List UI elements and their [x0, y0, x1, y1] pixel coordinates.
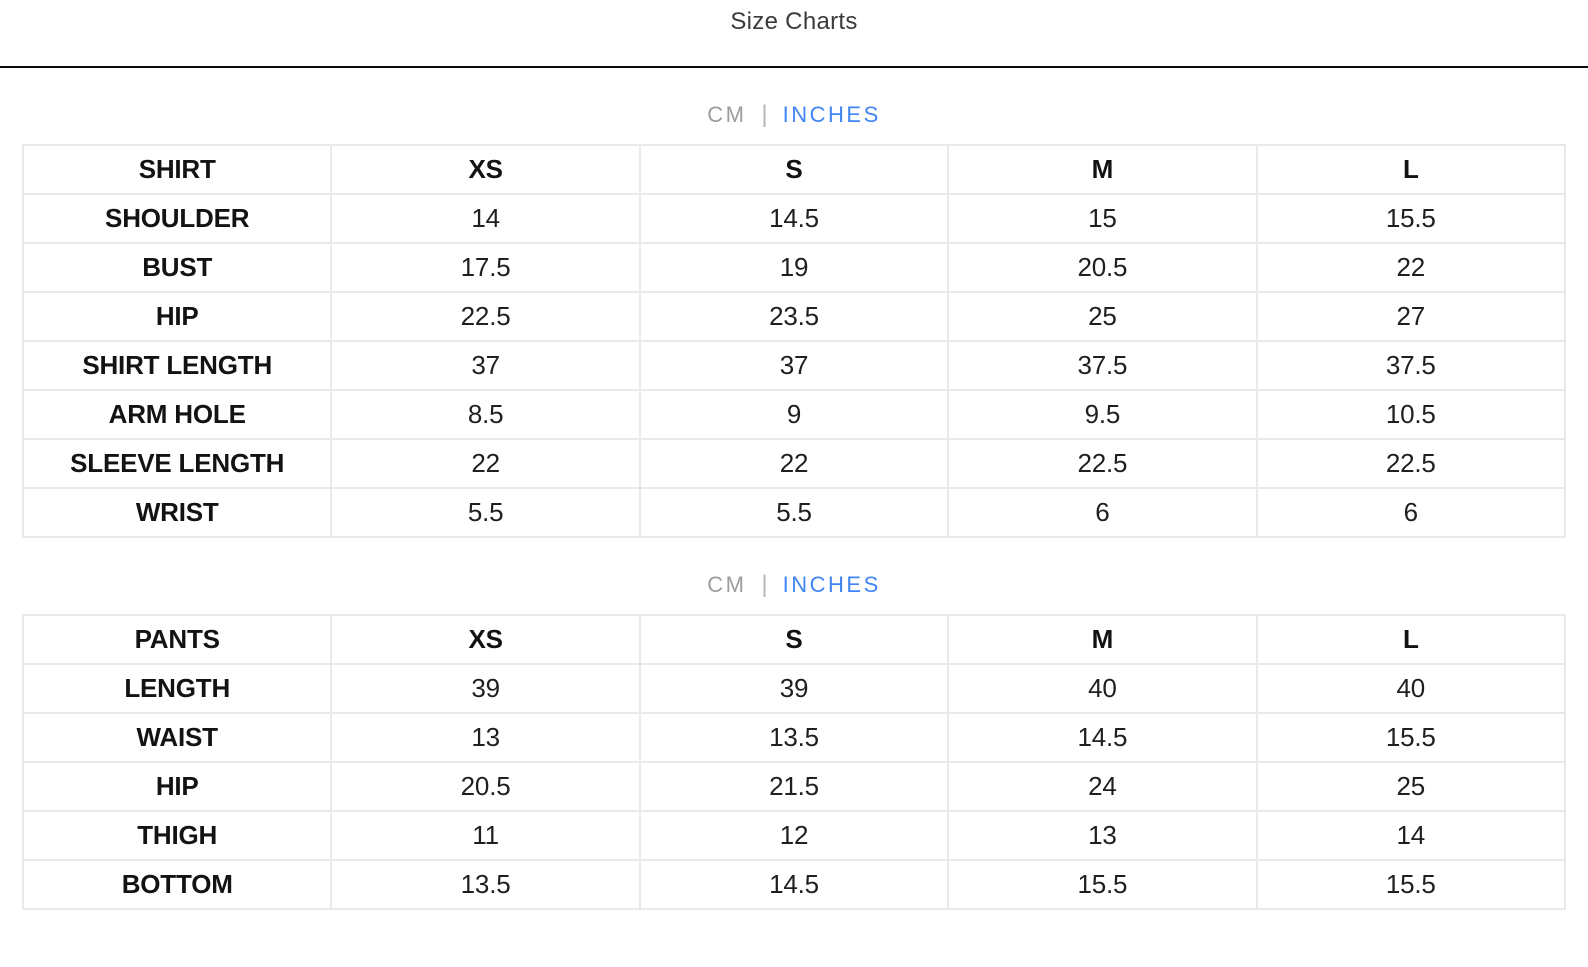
measurement-value: 6	[1255, 487, 1567, 538]
measurement-value: 14	[1255, 810, 1567, 861]
measurement-value: 22	[1255, 242, 1567, 293]
measurement-value: 15.5	[1255, 712, 1567, 763]
measurement-value: 23.5	[638, 291, 950, 342]
measurement-value: 6	[947, 487, 1258, 538]
measurement-label: SHIRT LENGTH	[21, 340, 333, 391]
measurement-value: 39	[638, 663, 950, 714]
measurement-value: 13.5	[330, 859, 641, 910]
measurement-label: SLEEVE LENGTH	[21, 438, 333, 489]
measurement-value: 10.5	[1255, 389, 1567, 440]
measurement-value: 20.5	[947, 242, 1258, 293]
measurement-value: 13	[947, 810, 1258, 861]
measurement-row: ARM HOLE 8.5 9 9.5 10.5	[21, 389, 1567, 440]
measurement-row: HIP 22.5 23.5 25 27	[21, 291, 1567, 342]
measurement-label: BOTTOM	[21, 859, 333, 910]
measurement-value: 12	[638, 810, 950, 861]
unit-option-cm[interactable]: CM	[707, 102, 747, 127]
page-title: Size Charts	[730, 8, 858, 35]
measurement-value: 14	[330, 193, 641, 244]
measurement-row: HIP 20.5 21.5 24 25	[21, 761, 1567, 812]
size-column-header: M	[947, 144, 1258, 195]
measurement-value: 22.5	[330, 291, 641, 342]
size-column-header: M	[947, 614, 1258, 665]
size-charts-content: CM | INCHES SHIRT XS S M L SHOULDER 14 14.5 15 15…	[0, 101, 1588, 910]
shirt-size-table: SHIRT XS S M L SHOULDER 14 14.5 15 15.5 BUST 17.5 19…	[21, 144, 1567, 538]
measurement-value: 14.5	[638, 193, 950, 244]
table-title-cell: PANTS	[21, 614, 333, 665]
measurement-value: 37	[638, 340, 950, 391]
measurement-row: WRIST 5.5 5.5 6 6	[21, 487, 1567, 538]
measurement-value: 37.5	[1255, 340, 1567, 391]
measurement-label: ARM HOLE	[21, 389, 333, 440]
measurement-label: WRIST	[21, 487, 333, 538]
measurement-value: 22.5	[1255, 438, 1567, 489]
measurement-value: 8.5	[330, 389, 641, 440]
measurement-value: 37	[330, 340, 641, 391]
unit-toggle-shirt: CM | INCHES	[0, 101, 1588, 129]
unit-toggle-divider: |	[761, 101, 768, 128]
measurement-value: 9	[638, 389, 950, 440]
measurement-row: SLEEVE LENGTH 22 22 22.5 22.5	[21, 438, 1567, 489]
shirt-size-section: CM | INCHES SHIRT XS S M L SHOULDER 14 14.5 15 15…	[0, 101, 1588, 538]
measurement-value: 20.5	[330, 761, 641, 812]
measurement-value: 11	[330, 810, 641, 861]
measurement-value: 19	[638, 242, 950, 293]
pants-size-section: CM | INCHES PANTS XS S M L LENGTH 39 39 40 40 WAIS…	[0, 571, 1588, 910]
measurement-value: 5.5	[638, 487, 950, 538]
unit-option-cm[interactable]: CM	[707, 572, 747, 597]
measurement-label: SHOULDER	[21, 193, 333, 244]
measurement-value: 37.5	[947, 340, 1258, 391]
measurement-value: 39	[330, 663, 641, 714]
measurement-value: 13.5	[638, 712, 950, 763]
measurement-label: THIGH	[21, 810, 333, 861]
unit-toggle-divider: |	[761, 571, 768, 598]
size-column-header: S	[638, 614, 950, 665]
measurement-label: HIP	[21, 761, 333, 812]
measurement-label: HIP	[21, 291, 333, 342]
measurement-value: 14.5	[638, 859, 950, 910]
measurement-value: 22	[330, 438, 641, 489]
measurement-row: SHIRT LENGTH 37 37 37.5 37.5	[21, 340, 1567, 391]
header-row: SHIRT XS S M L	[21, 144, 1567, 195]
size-column-header: L	[1255, 614, 1567, 665]
measurement-value: 15.5	[1255, 193, 1567, 244]
measurement-row: WAIST 13 13.5 14.5 15.5	[21, 712, 1567, 763]
size-column-header: L	[1255, 144, 1567, 195]
unit-option-inches[interactable]: INCHES	[782, 572, 881, 597]
measurement-value: 17.5	[330, 242, 641, 293]
measurement-label: LENGTH	[21, 663, 333, 714]
measurement-value: 27	[1255, 291, 1567, 342]
measurement-value: 22.5	[947, 438, 1258, 489]
measurement-row: LENGTH 39 39 40 40	[21, 663, 1567, 714]
measurement-value: 15.5	[947, 859, 1258, 910]
measurement-label: BUST	[21, 242, 333, 293]
measurement-value: 21.5	[638, 761, 950, 812]
measurement-row: BOTTOM 13.5 14.5 15.5 15.5	[21, 859, 1567, 910]
measurement-value: 15	[947, 193, 1258, 244]
size-column-header: S	[638, 144, 950, 195]
unit-option-inches[interactable]: INCHES	[782, 102, 881, 127]
page-header: Size Charts	[0, 0, 1588, 68]
measurement-row: SHOULDER 14 14.5 15 15.5	[21, 193, 1567, 244]
size-column-header: XS	[330, 614, 641, 665]
header-row: PANTS XS S M L	[21, 614, 1567, 665]
measurement-value: 14.5	[947, 712, 1258, 763]
measurement-value: 9.5	[947, 389, 1258, 440]
measurement-value: 40	[947, 663, 1258, 714]
measurement-value: 15.5	[1255, 859, 1567, 910]
measurement-row: BUST 17.5 19 20.5 22	[21, 242, 1567, 293]
measurement-value: 40	[1255, 663, 1567, 714]
unit-toggle-pants: CM | INCHES	[0, 571, 1588, 599]
measurement-value: 25	[1255, 761, 1567, 812]
measurement-value: 5.5	[330, 487, 641, 538]
measurement-label: WAIST	[21, 712, 333, 763]
measurement-row: THIGH 11 12 13 14	[21, 810, 1567, 861]
measurement-value: 25	[947, 291, 1258, 342]
measurement-value: 13	[330, 712, 641, 763]
measurement-value: 24	[947, 761, 1258, 812]
table-title-cell: SHIRT	[21, 144, 333, 195]
pants-size-table: PANTS XS S M L LENGTH 39 39 40 40 WAIST 13 13.5 14.5 1…	[21, 614, 1567, 910]
size-column-header: XS	[330, 144, 641, 195]
measurement-value: 22	[638, 438, 950, 489]
